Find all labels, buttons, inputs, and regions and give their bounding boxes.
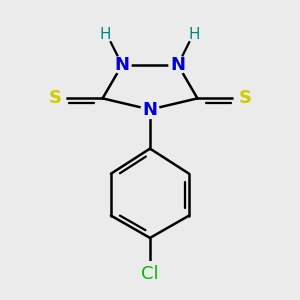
Circle shape xyxy=(98,27,112,41)
Circle shape xyxy=(137,262,163,287)
Circle shape xyxy=(234,88,256,109)
Text: S: S xyxy=(49,89,62,107)
Text: Cl: Cl xyxy=(141,265,159,283)
Text: N: N xyxy=(115,56,130,74)
Text: H: H xyxy=(100,27,111,42)
Text: N: N xyxy=(142,100,158,118)
Circle shape xyxy=(44,88,66,109)
Circle shape xyxy=(141,100,159,118)
Text: N: N xyxy=(170,56,185,74)
Circle shape xyxy=(113,56,131,74)
Circle shape xyxy=(188,27,202,41)
Text: S: S xyxy=(238,89,251,107)
Text: H: H xyxy=(189,27,200,42)
Circle shape xyxy=(169,56,187,74)
